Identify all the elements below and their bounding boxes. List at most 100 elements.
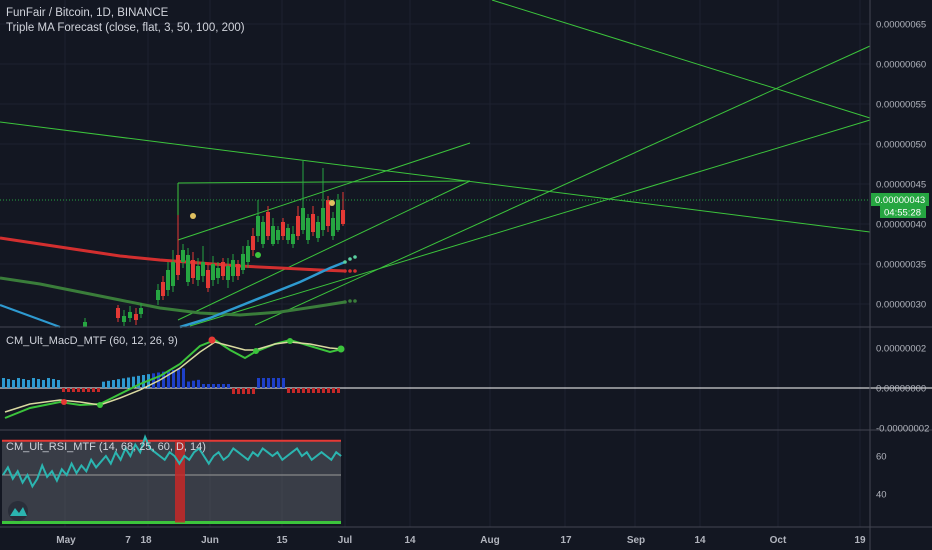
- macd-histogram-bar: [232, 388, 235, 394]
- macd-histogram-bar: [287, 388, 290, 393]
- tradingview-logo-mark: [10, 507, 27, 516]
- macd-histogram-bar: [182, 368, 185, 388]
- macd-histogram-bar: [62, 388, 65, 392]
- forecast-dot-green: [348, 299, 352, 303]
- macd-axis-label: -0.00000002: [876, 424, 929, 435]
- price-axis-label: 0.00000050: [876, 140, 926, 151]
- macd-cross-dot: [97, 402, 103, 408]
- macd-histogram-bar: [87, 388, 90, 392]
- macd-histogram-bar: [222, 384, 225, 388]
- candle-body: [261, 222, 265, 244]
- forecast-dot-blue: [343, 260, 347, 264]
- candle-body: [316, 222, 320, 238]
- macd-histogram-bar: [7, 379, 10, 388]
- macd-histogram-bar: [127, 377, 130, 388]
- macd-histogram-bar: [152, 373, 155, 388]
- date-axis-label: 15: [276, 535, 288, 546]
- macd-histogram-bar: [122, 378, 125, 388]
- candle-body: [246, 246, 250, 262]
- macd-histogram-bar: [247, 388, 250, 394]
- date-axis-label: Oct: [770, 535, 787, 546]
- forecast-dot-green: [353, 299, 357, 303]
- candle-body: [251, 236, 255, 250]
- trend-line-5: [254, 45, 871, 326]
- rsi-axis-label: 40: [876, 490, 887, 501]
- macd-histogram-bar: [47, 378, 50, 388]
- price-axis-label: 0.00000030: [876, 300, 926, 311]
- date-axis-label: Aug: [480, 535, 499, 546]
- forecast-dot-blue: [353, 255, 357, 259]
- macd-histogram-bar: [237, 388, 240, 394]
- macd-histogram-bar: [217, 384, 220, 388]
- macd-histogram-bar: [32, 378, 35, 388]
- macd-histogram-bar: [12, 380, 15, 388]
- signal-dot: [329, 200, 335, 206]
- macd-histogram-bar: [212, 384, 215, 388]
- candle-body: [301, 208, 305, 230]
- price-panel[interactable]: [0, 0, 871, 329]
- price-axis-label: 0.00000045: [876, 180, 926, 191]
- macd-histogram-bar: [117, 379, 120, 388]
- date-axis-label: 14: [404, 535, 416, 546]
- candle-body: [236, 264, 240, 276]
- price-axis-label: 0.00000035: [876, 260, 926, 271]
- candle-body: [231, 260, 235, 276]
- macd-histogram-bar: [277, 378, 280, 388]
- candle-body: [221, 262, 225, 276]
- candle-body: [128, 312, 132, 318]
- macd-panel[interactable]: [0, 336, 932, 419]
- macd-histogram-bar: [52, 379, 55, 388]
- macd-histogram-bar: [292, 388, 295, 393]
- candle-body: [201, 262, 205, 276]
- countdown-label: 04:55:28: [884, 208, 921, 219]
- macd-histogram-bar: [197, 379, 200, 388]
- macd-histogram-bar: [177, 369, 180, 388]
- macd-histogram-bar: [162, 371, 165, 388]
- chart-title: FunFair / Bitcoin, 1D, BINANCE: [6, 7, 169, 19]
- current-price-box: [871, 193, 929, 206]
- candle-body: [336, 200, 340, 230]
- macd-histogram-bar: [307, 388, 310, 393]
- macd-histogram-bar: [57, 380, 60, 388]
- macd-histogram-bar: [97, 388, 100, 392]
- macd-histogram-bar: [42, 380, 45, 388]
- macd-histogram-bar: [142, 375, 145, 388]
- current-price-label: 0.00000043: [875, 195, 925, 206]
- macd-histogram-bar: [27, 380, 30, 388]
- candle-body: [311, 214, 315, 232]
- date-axis-label: Jul: [338, 535, 353, 546]
- macd-histogram-bar: [112, 380, 115, 388]
- rsi-panel[interactable]: [2, 434, 342, 524]
- candle-body: [206, 270, 210, 288]
- rsi-label: CM_Ult_RSI_MTF (14, 68, 25, 60, D, 14): [6, 441, 206, 453]
- candle-body: [331, 218, 335, 236]
- candle-body: [122, 316, 126, 322]
- macd-histogram-bar: [227, 384, 230, 388]
- candle-body: [116, 308, 120, 318]
- date-axis-label: May: [56, 535, 76, 546]
- macd-histogram-bar: [107, 380, 110, 388]
- macd-histogram-bar: [312, 388, 315, 393]
- candle-body: [191, 260, 195, 278]
- price-axis-label: 0.00000040: [876, 220, 926, 231]
- macd-histogram-bar: [207, 384, 210, 388]
- candle-body: [296, 216, 300, 236]
- candle-body: [181, 250, 185, 262]
- macd-histogram-bar: [77, 388, 80, 392]
- macd-histogram-bar: [252, 388, 255, 394]
- candle-body: [271, 226, 275, 244]
- date-axis-label: 17: [560, 535, 572, 546]
- candle-body: [161, 282, 165, 296]
- macd-histogram-bar: [172, 370, 175, 388]
- macd-cross-dot: [208, 336, 216, 344]
- ma-50-blue-left: [0, 304, 61, 328]
- macd-histogram-bar: [297, 388, 300, 393]
- macd-histogram-bar: [167, 370, 170, 388]
- candle-body: [211, 264, 215, 280]
- macd-histogram-bar: [202, 384, 205, 388]
- candle-body: [171, 262, 175, 286]
- macd-histogram-bar: [72, 388, 75, 392]
- macd-histogram-bar: [267, 378, 270, 388]
